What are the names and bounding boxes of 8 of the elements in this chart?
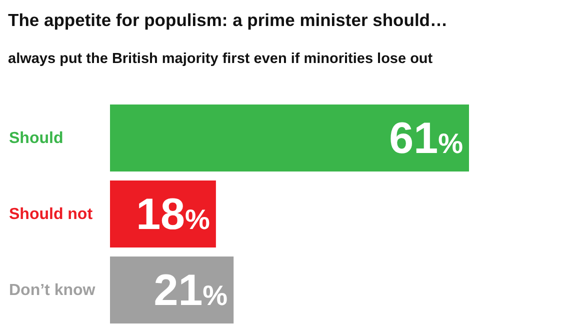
data-label: 61% — [389, 114, 464, 164]
chart-title: The appetite for populism: a prime minister should… — [8, 9, 448, 31]
data-label: 18% — [136, 190, 210, 240]
chart-subtitle: always put the British majority first even if minorities lose out — [8, 51, 434, 67]
y-tick-label: Should — [9, 130, 64, 147]
y-tick-label: Don’t know — [9, 282, 96, 299]
y-tick-label: Should not — [9, 206, 94, 223]
data-label: 21% — [154, 266, 228, 316]
